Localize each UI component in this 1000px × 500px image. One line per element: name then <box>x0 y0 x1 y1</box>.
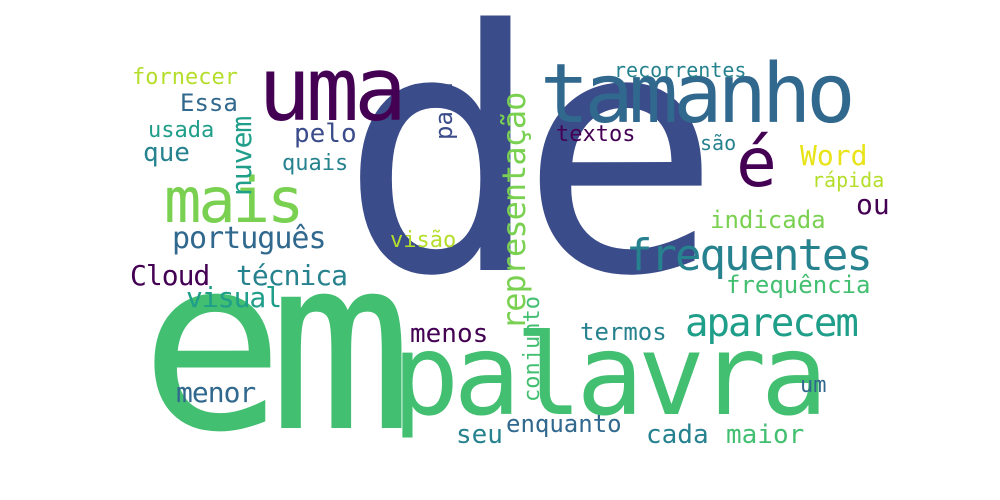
word-Essa: Essa <box>180 89 238 117</box>
word-ou: ou <box>856 188 890 221</box>
word-Word: Word <box>800 139 868 172</box>
word-tecnica: técnica <box>236 259 348 292</box>
word-um: um <box>800 373 827 398</box>
word-representacao: representação <box>495 92 533 330</box>
word-fornecer: fornecer <box>132 65 238 90</box>
word-seu: seu <box>456 420 503 450</box>
word-cada: cada <box>646 420 709 450</box>
word-pelo: pelo <box>294 119 357 149</box>
word-nuvem: nuvem <box>225 116 258 196</box>
word-menos: menos <box>410 319 489 349</box>
word-quais: quais <box>282 151 349 176</box>
word-maior: maior <box>726 420 805 450</box>
word-termos: termos <box>580 318 667 346</box>
word-para: para <box>430 82 458 140</box>
word-mais: mais <box>164 164 304 237</box>
word-visao: visão <box>390 228 457 253</box>
word-textos: textos <box>556 122 636 147</box>
word-aparecem: aparecem <box>685 301 859 346</box>
word-uma: uma <box>258 38 407 141</box>
word-indicada: indicada <box>710 206 826 234</box>
word-visual: visual <box>186 281 282 314</box>
word-palavra: palavra <box>392 311 828 441</box>
word-e-acute: é <box>736 124 777 203</box>
word-usada: usada <box>148 118 215 143</box>
word-frequencia: frequência <box>726 271 871 299</box>
word-Cloud: Cloud <box>130 259 210 292</box>
word-portugues: português <box>172 221 327 256</box>
word-conjunto: conjunto <box>520 296 545 402</box>
word-sao: são <box>700 131 737 155</box>
word-em: em <box>140 205 413 485</box>
word-tamanho: tamanho <box>540 47 856 142</box>
word-recorrentes: recorrentes <box>614 58 747 82</box>
word-de: de <box>340 0 721 350</box>
word-menor: menor <box>176 376 256 409</box>
word-rapida: rápida <box>812 168 885 192</box>
word-que: que <box>143 138 190 168</box>
word-frequentes: frequentes <box>626 230 873 281</box>
word-enquanto: enquanto <box>506 410 622 438</box>
